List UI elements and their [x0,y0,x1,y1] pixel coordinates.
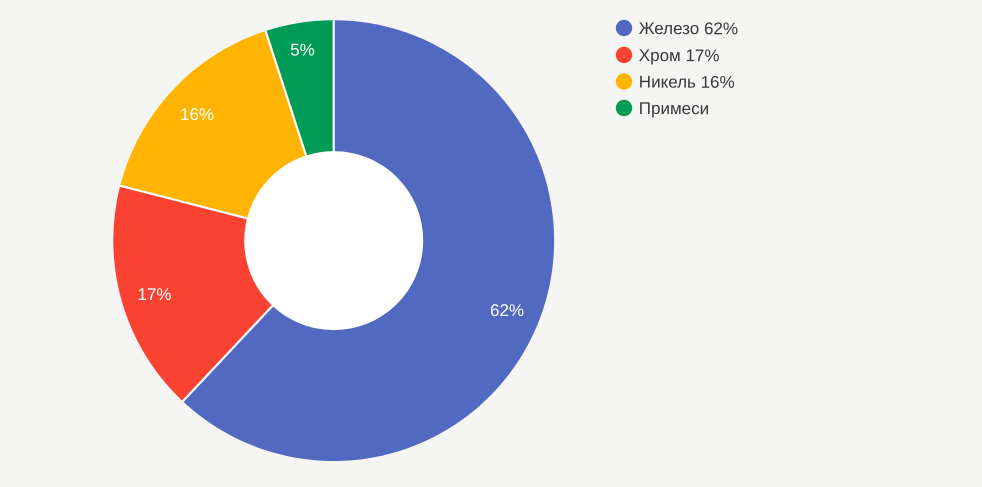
svg-text:5%: 5% [290,40,315,59]
svg-text:16%: 16% [180,105,214,124]
svg-text:Никель 16%: Никель 16% [639,73,735,92]
svg-text:62%: 62% [490,301,524,320]
svg-text:Хром 17%: Хром 17% [639,46,720,65]
svg-text:17%: 17% [137,285,171,304]
svg-text:Примеси: Примеси [639,99,709,118]
svg-text:Железо 62%: Железо 62% [639,19,738,38]
